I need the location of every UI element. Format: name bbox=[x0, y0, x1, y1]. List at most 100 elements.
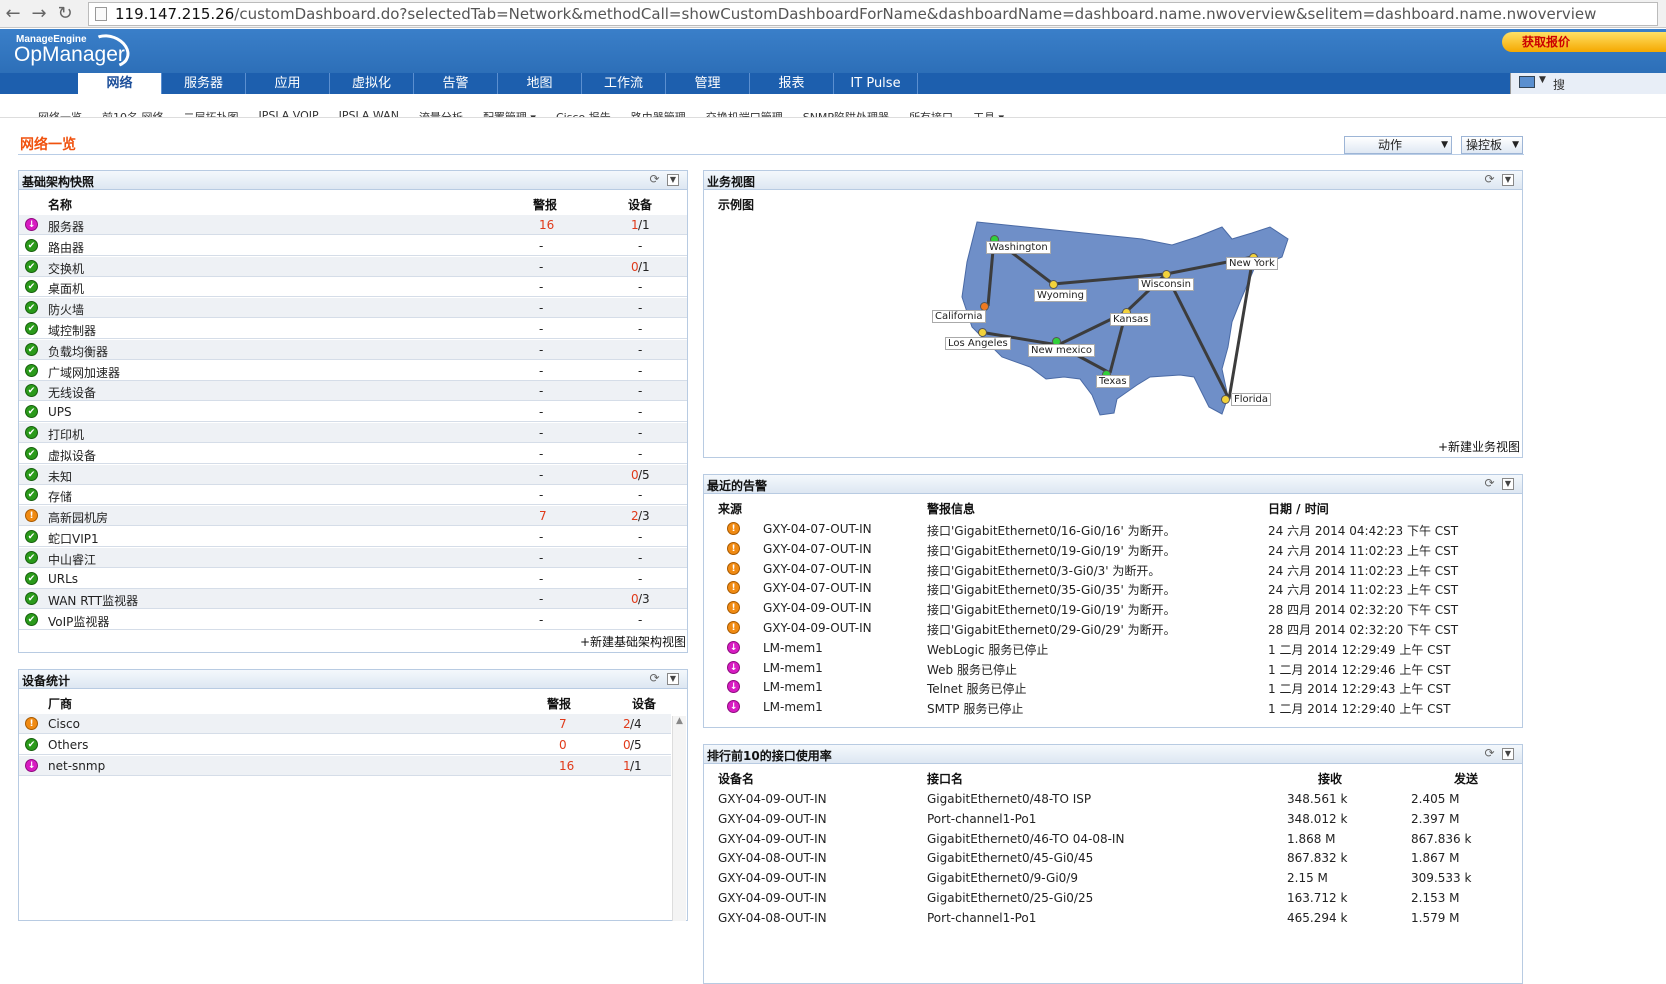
row-name[interactable]: UPS bbox=[48, 405, 72, 420]
subtab-item[interactable]: 交换机端口管理 bbox=[705, 111, 783, 118]
table-row[interactable]: ↓ LM-mem1 Telnet 服务已停止 1 二月 2014 12:29:43 上… bbox=[704, 677, 1522, 697]
subtab-item[interactable]: Cisco 报告 bbox=[555, 111, 611, 118]
scrollbar[interactable]: ▲ bbox=[672, 716, 686, 921]
table-row[interactable]: ✔ 交换机 - 0/1 bbox=[19, 256, 687, 277]
tab-item[interactable]: 管理 bbox=[666, 73, 750, 94]
table-row[interactable]: ✔ 广域网加速器 - - bbox=[19, 361, 687, 381]
subtab-item[interactable]: 流量分析 bbox=[418, 111, 463, 118]
alarm-source[interactable]: GXY-04-07-OUT-IN bbox=[763, 541, 872, 556]
tab-item[interactable]: 报表 bbox=[750, 73, 834, 94]
panel-menu-icon[interactable]: ▼ bbox=[667, 174, 679, 186]
row-vendor[interactable]: net-snmp bbox=[48, 758, 106, 773]
row-name[interactable]: WAN RTT监视器 bbox=[48, 594, 139, 609]
row-name[interactable]: VoIP监视器 bbox=[48, 615, 110, 630]
bizview-subtitle[interactable]: 示例图 bbox=[718, 198, 755, 212]
table-row[interactable]: ✔ 无线设备 - - bbox=[19, 381, 687, 402]
map-node-label[interactable]: New York bbox=[1226, 257, 1278, 270]
get-quote-button[interactable]: 获取报价 bbox=[1502, 32, 1666, 52]
if-device[interactable]: GXY-04-09-OUT-IN bbox=[718, 891, 827, 905]
refresh-icon[interactable]: ⟳ bbox=[649, 172, 660, 186]
tab-item[interactable]: 告警 bbox=[414, 73, 498, 94]
table-row[interactable]: ! GXY-04-07-OUT-IN 接口'GigabitEthernet0/19-… bbox=[704, 539, 1522, 559]
alarm-message[interactable]: 接口'GigabitEthernet0/35-Gi0/35' 为断开。 bbox=[927, 583, 1176, 598]
table-row[interactable]: ! GXY-04-07-OUT-IN 接口'GigabitEthernet0/3-G… bbox=[704, 559, 1522, 579]
alarm-source[interactable]: GXY-04-07-OUT-IN bbox=[763, 581, 872, 596]
map-node-label[interactable]: Wisconsin bbox=[1138, 278, 1194, 291]
if-device[interactable]: GXY-04-09-OUT-IN bbox=[718, 871, 827, 886]
row-name[interactable]: 未知 bbox=[48, 469, 73, 484]
alarm-message[interactable]: WebLogic 服务已停止 bbox=[927, 642, 1049, 657]
alarm-message[interactable]: 接口'GigabitEthernet0/29-Gi0/29' 为断开。 bbox=[927, 623, 1176, 637]
alarm-source[interactable]: GXY-04-09-OUT-IN bbox=[763, 601, 872, 616]
new-business-view-link[interactable]: +新建业务视图 bbox=[1438, 440, 1521, 454]
subtab-item[interactable]: 二层拓扑图 bbox=[183, 111, 239, 118]
panel-menu-icon[interactable]: ▼ bbox=[1502, 174, 1514, 186]
row-name[interactable]: 虚拟设备 bbox=[48, 448, 97, 463]
map-node-label[interactable]: Texas bbox=[1096, 375, 1130, 388]
table-row[interactable]: GXY-04-09-OUT-IN GigabitEthernet0/25-Gi0/… bbox=[704, 888, 1522, 908]
alarm-message[interactable]: Web 服务已停止 bbox=[927, 662, 1017, 677]
table-row[interactable]: ! GXY-04-07-OUT-IN 接口'GigabitEthernet0/16-… bbox=[704, 519, 1522, 539]
refresh-icon[interactable]: ⟳ bbox=[1484, 172, 1495, 186]
alarm-message[interactable]: SMTP 服务已停止 bbox=[927, 702, 1024, 717]
table-row[interactable]: ↓ net-snmp 16 1/1 bbox=[19, 755, 671, 776]
map-node-label[interactable]: Kansas bbox=[1110, 313, 1152, 326]
tab-item[interactable]: 工作流 bbox=[582, 73, 666, 94]
subtab-item[interactable]: IPSLA WAN bbox=[338, 109, 399, 118]
row-vendor[interactable]: Cisco bbox=[48, 717, 80, 731]
address-bar[interactable]: 119.147.215.26/customDashboard.do?select… bbox=[88, 2, 1658, 26]
table-row[interactable]: ✔ 中山睿江 - - bbox=[19, 547, 687, 568]
table-row[interactable]: ! GXY-04-07-OUT-IN 接口'GigabitEthernet0/35-… bbox=[704, 578, 1522, 598]
subtab-item[interactable]: 路由器管理 bbox=[630, 111, 686, 118]
row-name[interactable]: 防火墙 bbox=[48, 303, 85, 318]
if-name[interactable]: GigabitEthernet0/9-Gi0/9 bbox=[927, 871, 1078, 886]
row-name[interactable]: 无线设备 bbox=[48, 386, 97, 401]
action-select[interactable]: 动作 ▼ bbox=[1344, 136, 1452, 154]
dashboard-select[interactable]: 操控板 ▼ bbox=[1461, 136, 1523, 154]
subtab-item[interactable]: 所有接口 bbox=[909, 111, 954, 118]
map-node-icon[interactable] bbox=[978, 328, 987, 337]
tab-item[interactable]: 地图 bbox=[498, 73, 582, 94]
table-row[interactable]: ! Cisco 7 2/4 bbox=[19, 714, 671, 734]
table-row[interactable]: ✔ 蛇口VIP1 - - bbox=[19, 527, 687, 547]
table-row[interactable]: ! 高新园机房 7 2/3 bbox=[19, 506, 687, 527]
table-row[interactable]: GXY-04-09-OUT-IN GigabitEthernet0/9-Gi0/9… bbox=[704, 868, 1522, 888]
row-name[interactable]: 交换机 bbox=[48, 261, 85, 276]
tab-item[interactable]: 虚拟化 bbox=[330, 73, 414, 94]
panel-menu-icon[interactable]: ▼ bbox=[1502, 478, 1514, 490]
table-row[interactable]: ✔ 虚拟设备 - - bbox=[19, 444, 687, 464]
map-node-label[interactable]: California bbox=[932, 310, 986, 323]
table-row[interactable]: ↓ 服务器 16 1/1 bbox=[19, 215, 687, 235]
table-row[interactable]: ✔ URLs - - bbox=[19, 569, 687, 589]
table-row[interactable]: ✔ 未知 - 0/5 bbox=[19, 464, 687, 485]
row-name[interactable]: 桌面机 bbox=[48, 282, 85, 297]
table-row[interactable]: ✔ 桌面机 - - bbox=[19, 277, 687, 298]
table-row[interactable]: ↓ LM-mem1 Web 服务已停止 1 二月 2014 12:29:46 上午 C… bbox=[704, 658, 1522, 678]
map-node-label[interactable]: Washington bbox=[986, 241, 1051, 254]
back-icon[interactable]: ← bbox=[5, 3, 21, 24]
alarm-message[interactable]: 接口'GigabitEthernet0/16-Gi0/16' 为断开。 bbox=[927, 524, 1176, 538]
row-name[interactable]: 高新园机房 bbox=[48, 511, 109, 526]
table-row[interactable]: ✔ 负载均衡器 - - bbox=[19, 339, 687, 360]
table-row[interactable]: ✔ Others 0 0/5 bbox=[19, 735, 671, 755]
if-name[interactable]: GigabitEthernet0/46-TO 04-08-IN bbox=[927, 831, 1125, 846]
row-name[interactable]: 负载均衡器 bbox=[48, 344, 109, 359]
row-name[interactable]: 蛇口VIP1 bbox=[48, 532, 99, 546]
alarm-source[interactable]: GXY-04-07-OUT-IN bbox=[763, 522, 872, 536]
row-name[interactable]: 广域网加速器 bbox=[48, 365, 121, 380]
alarm-source[interactable]: LM-mem1 bbox=[763, 680, 823, 695]
table-row[interactable]: GXY-04-08-OUT-IN Port-channel1-Po1 465.294… bbox=[704, 908, 1522, 928]
alarm-message[interactable]: Telnet 服务已停止 bbox=[927, 682, 1027, 697]
alarm-source[interactable]: GXY-04-09-OUT-IN bbox=[763, 621, 872, 635]
panel-menu-icon[interactable]: ▼ bbox=[1502, 748, 1514, 760]
alarm-source[interactable]: LM-mem1 bbox=[763, 700, 823, 715]
if-name[interactable]: GigabitEthernet0/45-Gi0/45 bbox=[927, 851, 1094, 866]
if-name[interactable]: GigabitEthernet0/25-Gi0/25 bbox=[927, 891, 1094, 905]
alarm-message[interactable]: 接口'GigabitEthernet0/19-Gi0/19' 为断开。 bbox=[927, 603, 1176, 618]
refresh-icon[interactable]: ⟳ bbox=[649, 671, 660, 685]
refresh-icon[interactable]: ⟳ bbox=[1484, 476, 1495, 490]
if-device[interactable]: GXY-04-09-OUT-IN bbox=[718, 792, 827, 806]
tab-item[interactable]: 应用 bbox=[246, 73, 330, 94]
search-link[interactable]: 搜 bbox=[1553, 78, 1566, 92]
table-row[interactable]: GXY-04-09-OUT-IN Port-channel1-Po1 348.012… bbox=[704, 809, 1522, 829]
